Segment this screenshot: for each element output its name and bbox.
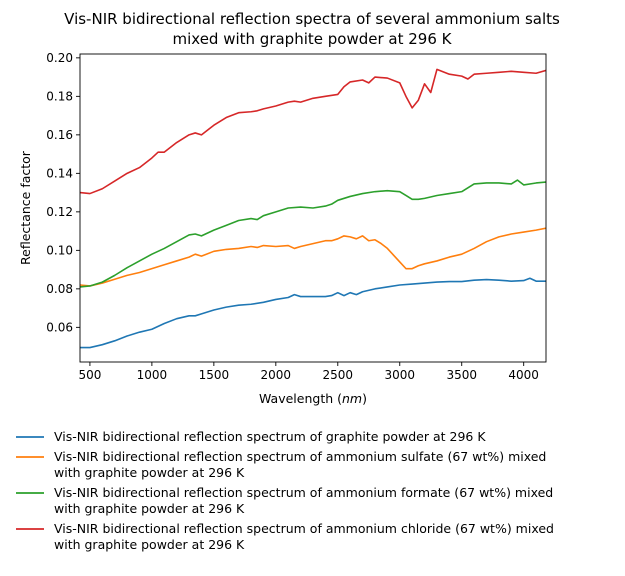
y-tick-label: 0.10: [46, 243, 73, 257]
y-tick-label: 0.14: [46, 166, 73, 180]
y-axis-label: Reflectance factor: [18, 150, 33, 265]
x-axis-label: Wavelength (nm): [259, 391, 367, 406]
series-line-1: [80, 277, 546, 349]
plot-area: [79, 53, 547, 363]
x-tick-label: 1500: [199, 368, 230, 382]
legend-label: with graphite powder at 296 K: [54, 537, 245, 552]
legend: Vis-NIR bidirectional reflection spectru…: [16, 429, 554, 552]
x-axis: 500 1000 1500 2000 2500 3000 3500 4000: [78, 362, 539, 382]
x-tick-label: 3000: [384, 368, 415, 382]
series-line-4: [80, 68, 546, 195]
x-tick-label: 2000: [261, 368, 292, 382]
chart-title-line-2: mixed with graphite powder at 296 K: [173, 30, 453, 48]
legend-label: with graphite powder at 296 K: [54, 501, 245, 516]
y-tick-label: 0.16: [46, 128, 73, 142]
legend-label: Vis-NIR bidirectional reflection spectru…: [54, 485, 553, 500]
series-line-3: [80, 179, 546, 288]
x-tick-label: 1000: [137, 368, 168, 382]
y-axis: 0.06 0.08 0.10 0.12 0.14 0.16 0.18 0.20: [46, 51, 80, 334]
chart-title-line-1: Vis-NIR bidirectional reflection spectra…: [64, 10, 560, 28]
series-line-2: [80, 227, 546, 287]
legend-label: Vis-NIR bidirectional reflection spectru…: [54, 521, 554, 536]
x-tick-label: 3500: [446, 368, 477, 382]
legend-label: with graphite powder at 296 K: [54, 465, 245, 480]
x-tick-label: 500: [78, 368, 101, 382]
legend-item-1: Vis-NIR bidirectional reflection spectru…: [16, 429, 486, 444]
x-tick-label: 2500: [323, 368, 354, 382]
y-tick-label: 0.18: [46, 89, 73, 103]
plot-frame: [79, 53, 547, 363]
legend-item-2: Vis-NIR bidirectional reflection spectru…: [16, 449, 546, 480]
legend-item-3: Vis-NIR bidirectional reflection spectru…: [16, 485, 553, 516]
legend-label: Vis-NIR bidirectional reflection spectru…: [54, 429, 486, 444]
y-tick-label: 0.06: [46, 320, 73, 334]
y-tick-label: 0.20: [46, 51, 73, 65]
legend-item-4: Vis-NIR bidirectional reflection spectru…: [16, 521, 554, 552]
y-tick-label: 0.08: [46, 282, 73, 296]
y-tick-label: 0.12: [46, 205, 73, 219]
legend-label: Vis-NIR bidirectional reflection spectru…: [54, 449, 546, 464]
x-tick-label: 4000: [508, 368, 539, 382]
